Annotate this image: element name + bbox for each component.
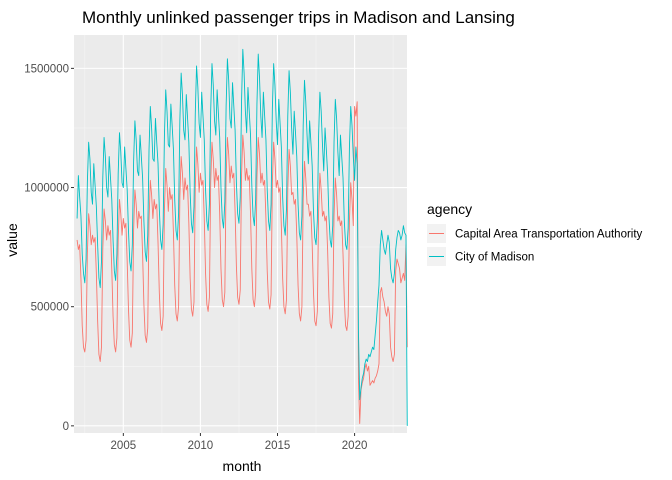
series-line-madison [76,48,408,426]
legend: agency Capital Area Transportation Autho… [427,201,643,266]
x-axis-title: month [223,458,262,474]
legend-label: Capital Area Transportation Authority [455,229,643,241]
series-line-cata [76,101,408,424]
series-layer [76,48,408,426]
x-axis: 2005 2010 2015 2020 [111,433,368,452]
y-axis: 0 500000 1000000 1500000 [24,63,74,433]
x-tick-label: 2005 [111,440,137,452]
chart-title: Monthly unlinked passenger trips in Madi… [82,8,515,27]
y-tick-label: 1500000 [24,63,69,75]
x-tick-label: 2010 [188,440,214,452]
legend-title: agency [427,201,472,217]
y-tick-label: 1000000 [24,183,69,195]
x-tick-label: 2020 [342,440,368,452]
legend-label: City of Madison [455,252,534,264]
y-tick-label: 0 [63,421,69,433]
y-tick-label: 500000 [31,302,69,314]
y-axis-title: value [4,223,20,257]
x-tick-label: 2015 [265,440,291,452]
